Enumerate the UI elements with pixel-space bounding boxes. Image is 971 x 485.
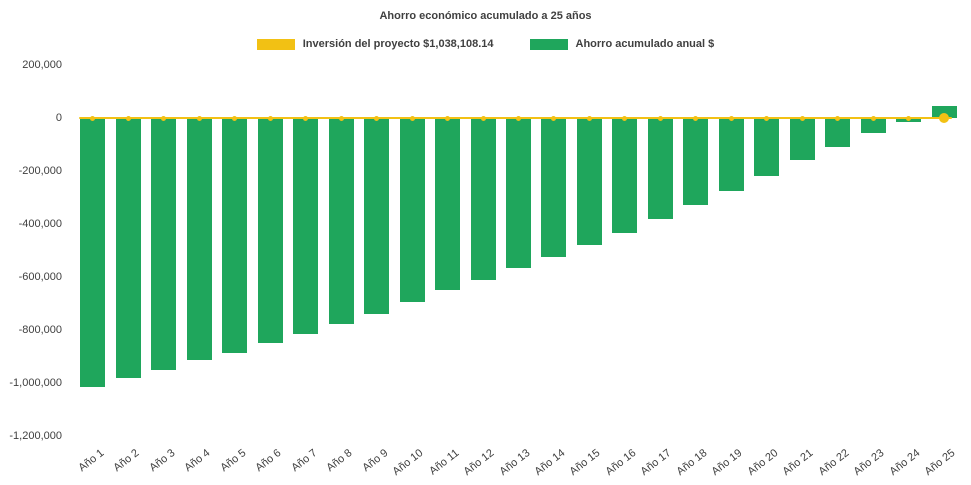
investment-marker [90, 115, 96, 121]
investment-line [78, 117, 953, 119]
y-axis-label: -1,000,000 [9, 377, 62, 389]
bar-año-11 [435, 118, 461, 291]
bar-año-2 [115, 118, 141, 378]
investment-marker [338, 115, 344, 121]
bar-año-13 [506, 118, 531, 268]
bar-año-5 [222, 118, 248, 353]
bar-año-4 [186, 118, 212, 361]
investment-marker [870, 115, 876, 121]
y-axis-label: -400,000 [18, 218, 62, 230]
investment-marker [480, 115, 486, 121]
bar-año-20 [754, 118, 780, 177]
y-axis-label: 200,000 [22, 59, 62, 71]
investment-marker [161, 115, 167, 121]
investment-marker [799, 115, 805, 121]
bar-año-17 [647, 118, 673, 219]
investment-marker [374, 115, 380, 121]
investment-marker [445, 115, 451, 121]
investment-marker [232, 115, 238, 121]
investment-swatch [256, 38, 295, 50]
investment-marker [586, 115, 592, 121]
bar-año-19 [718, 118, 744, 191]
legend-item-savings: Ahorro acumulado anual $ [529, 38, 715, 50]
y-axis-label: -1,200,000 [9, 430, 62, 442]
savings-swatch [529, 38, 568, 50]
bar-año-23 [860, 118, 886, 133]
investment-marker [622, 115, 628, 121]
bar-año-25 [931, 106, 957, 118]
investment-marker [196, 115, 202, 121]
bar-año-10 [399, 118, 425, 303]
investment-marker [728, 115, 734, 121]
investment-marker [906, 115, 912, 121]
bar-año-1 [80, 118, 106, 387]
chart-legend: Inversión del proyecto $1,038,108.14 Aho… [0, 38, 971, 50]
bar-año-3 [151, 118, 177, 370]
investment-marker [551, 115, 557, 121]
bar-año-21 [789, 118, 815, 161]
bar-año-16 [612, 118, 638, 234]
legend-label-savings: Ahorro acumulado anual $ [575, 38, 715, 50]
legend-item-investment: Inversión del proyecto $1,038,108.14 [256, 38, 494, 50]
bar-año-12 [470, 118, 496, 280]
bar-año-7 [293, 118, 319, 334]
bar-año-9 [364, 118, 390, 315]
bar-año-6 [257, 118, 283, 344]
chart-title: Ahorro económico acumulado a 25 años [379, 10, 592, 22]
investment-marker [657, 115, 663, 121]
y-axis-label: -800,000 [18, 324, 62, 336]
bar-año-8 [328, 118, 354, 325]
investment-marker [764, 115, 770, 121]
investment-marker [125, 115, 131, 121]
bar-año-15 [576, 118, 602, 246]
bar-año-14 [541, 118, 567, 258]
bar-año-18 [683, 118, 709, 206]
y-axis-label: 0 [55, 112, 62, 124]
investment-marker [835, 115, 841, 121]
bar-año-22 [825, 118, 851, 147]
y-axis-label: -600,000 [18, 271, 62, 283]
investment-marker [409, 115, 415, 121]
investment-marker [267, 115, 273, 121]
legend-label-investment: Inversión del proyecto $1,038,108.14 [302, 38, 494, 50]
investment-marker [693, 115, 699, 121]
investment-marker [303, 115, 309, 121]
investment-marker [516, 115, 521, 121]
investment-marker [939, 113, 950, 123]
y-axis-label: -200,000 [18, 165, 62, 177]
